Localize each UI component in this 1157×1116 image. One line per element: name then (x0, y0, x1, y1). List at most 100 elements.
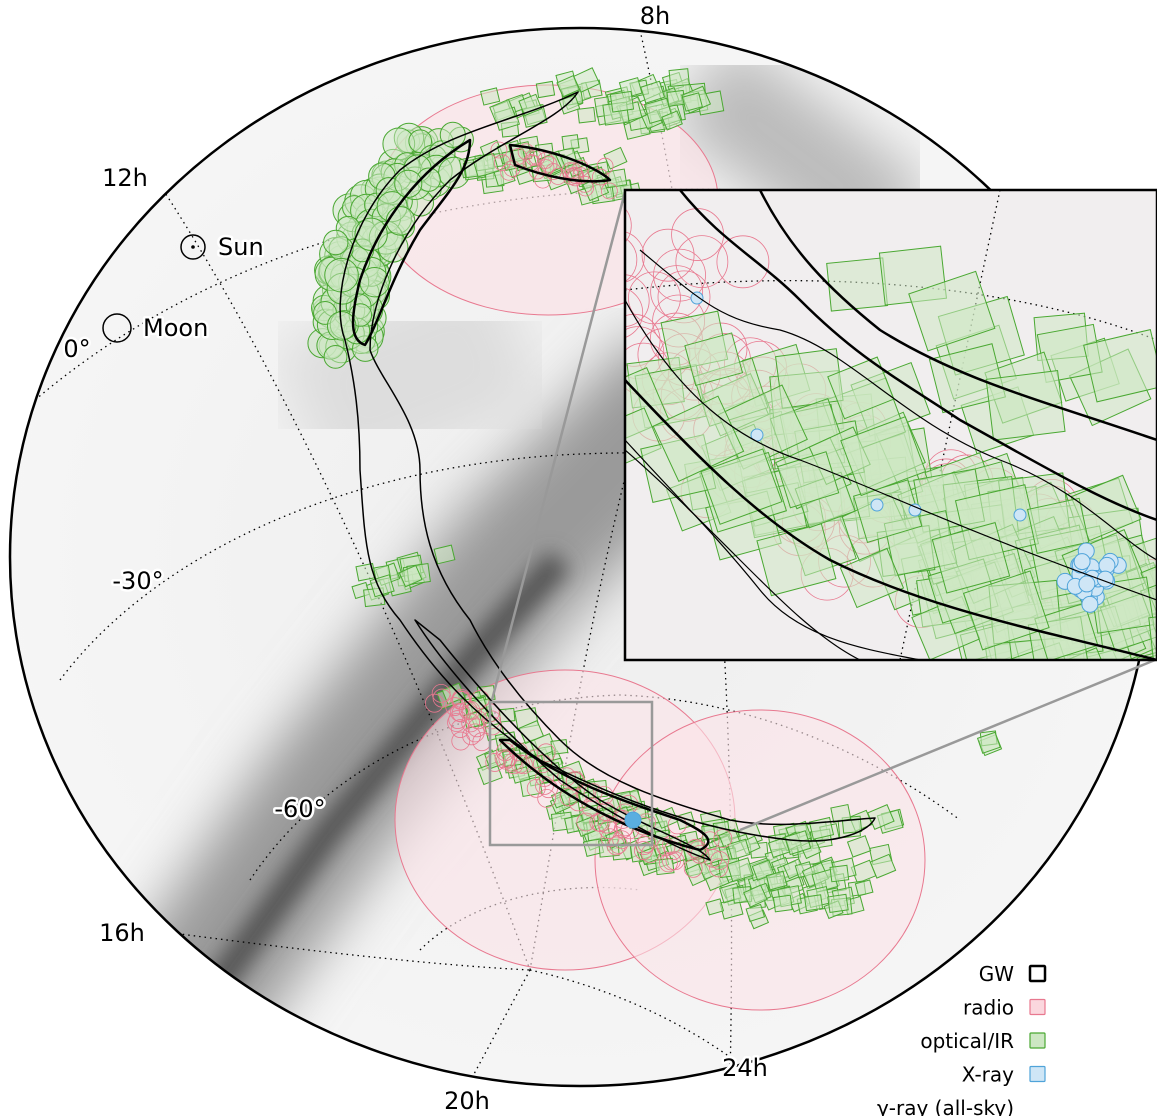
radio-footprint (525, 749, 545, 769)
optical-footprint (829, 864, 850, 883)
radio-footprint (537, 788, 557, 808)
optical-footprint (394, 169, 423, 198)
radio-footprint (448, 710, 468, 729)
optical-footprint (772, 894, 793, 913)
radio-footprint (596, 157, 614, 175)
radio-footprint (535, 768, 554, 787)
optical-footprint (1026, 497, 1090, 554)
legend-swatch (1029, 1065, 1046, 1083)
radio-footprint (656, 837, 676, 857)
radio-footprint (650, 265, 704, 319)
legend-label: optical/IR (920, 1029, 1014, 1053)
gw-contour (679, 190, 1157, 522)
radio-footprint (659, 853, 678, 873)
dec-label: -60° (274, 795, 325, 823)
optical-footprints (307, 67, 1003, 930)
ra-label: 20h (444, 1087, 490, 1115)
inset (623, 188, 1157, 662)
radio-footprint (536, 743, 556, 763)
radio-footprint (567, 169, 584, 187)
optical-footprint (577, 106, 596, 124)
body-label: Moon (143, 314, 208, 342)
optical-footprint (359, 267, 390, 298)
radio-footprint (576, 175, 594, 193)
radio-footprint (598, 820, 618, 840)
legend-label: radio (963, 996, 1014, 1020)
optical-footprint (745, 903, 766, 923)
optical-footprint (976, 731, 1001, 754)
ra-label: 8h (640, 2, 670, 30)
optical-footprint (743, 884, 768, 908)
radio-footprint (461, 700, 481, 720)
radio-footprint (713, 829, 733, 848)
x-ray-footprint (908, 503, 922, 517)
radio-footprint (662, 851, 681, 871)
optical-footprint (840, 416, 927, 497)
optical-footprint (603, 146, 628, 170)
radio-footprint (628, 271, 681, 325)
x-ray-footprint (1073, 553, 1091, 571)
optical-footprint (846, 835, 872, 858)
radio-footprint (526, 778, 546, 798)
radio-footprint (710, 851, 730, 870)
radio-footprint (450, 702, 469, 722)
radio-footprint (625, 207, 632, 244)
optical-footprint (575, 816, 598, 837)
optical-footprint (684, 332, 744, 387)
dec-label: -30° (112, 567, 163, 595)
optical-footprint (480, 87, 501, 106)
ra-label: 16h (99, 919, 145, 947)
bodies: Sun Moon (102, 231, 266, 345)
zoom-connector (490, 191, 627, 701)
optical-footprint (609, 90, 635, 113)
gw-contour (639, 249, 1157, 561)
moon-icon (102, 313, 132, 343)
radio-footprint (641, 228, 695, 282)
radio-footprint (716, 235, 770, 289)
gw-contours (339, 91, 876, 861)
sun-icon (180, 234, 206, 260)
optical-footprint (1148, 611, 1157, 660)
optical-footprint (1034, 602, 1099, 660)
radio-footprint (451, 731, 471, 751)
body-label: Sun (218, 233, 264, 261)
optical-footprint (558, 94, 581, 115)
radio-footprint (431, 683, 451, 703)
optical-footprint (908, 270, 996, 352)
radio-footprint (709, 858, 728, 878)
gw-contour (625, 379, 1157, 660)
legend-swatch (1029, 1032, 1046, 1049)
optical-footprint (433, 544, 456, 565)
radio-footprint (445, 697, 465, 716)
radio-footprint (447, 713, 466, 732)
radio-footprint (568, 792, 588, 812)
x-ray-footprint (1013, 508, 1027, 522)
zoom-box (488, 700, 654, 847)
legend-label: X-ray (962, 1063, 1014, 1087)
radio-footprint (485, 753, 505, 772)
radio-footprint (493, 154, 511, 172)
optical-footprint (498, 707, 516, 723)
radio-footprint (576, 812, 596, 832)
optical-footprint (705, 898, 725, 916)
radio-footprint (581, 797, 601, 817)
radio-footprint (600, 182, 618, 200)
radio-footprint (500, 163, 518, 181)
radio-footprint (613, 819, 633, 839)
radio-footprint (537, 152, 554, 169)
gw-contour (625, 439, 921, 660)
radio-footprint (503, 160, 521, 177)
x-ray-footprint (870, 498, 884, 512)
optical-footprint (535, 80, 556, 99)
x-ray-footprint (1081, 595, 1099, 613)
optical-footprint (765, 870, 788, 891)
legend-label: γ-ray (all-sky) (877, 1096, 1014, 1116)
radio-footprint (625, 274, 650, 327)
radio-footprint (665, 851, 685, 871)
optical-footprint (556, 74, 581, 98)
legend-label: GW (979, 962, 1014, 986)
radio-footprint (683, 858, 703, 878)
radio-footprint (462, 726, 481, 746)
ra-label: 12h (102, 164, 148, 192)
zoom-connector (739, 658, 1156, 832)
